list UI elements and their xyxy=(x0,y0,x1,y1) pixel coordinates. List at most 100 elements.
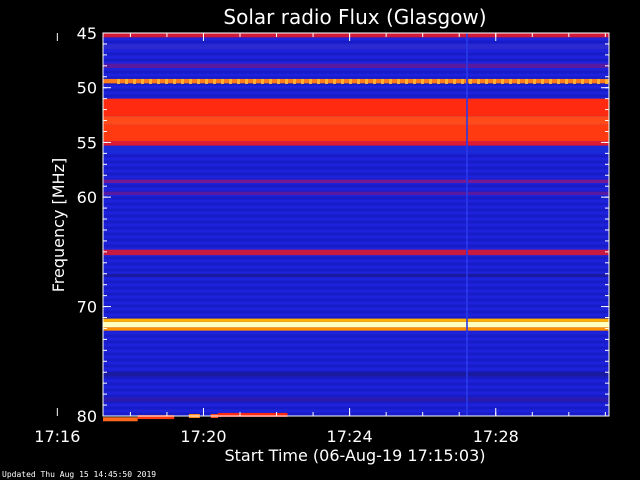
chart-title: Solar radio Flux (Glasgow) xyxy=(223,5,486,29)
y-tick-label: 55 xyxy=(77,133,97,152)
interference-dot xyxy=(165,78,168,84)
interference-dot xyxy=(541,78,544,84)
interference-dot xyxy=(141,78,144,84)
interference-dot xyxy=(533,78,536,84)
interference-dot xyxy=(565,78,568,84)
frequency-band xyxy=(103,141,609,146)
interference-dot xyxy=(573,78,576,84)
interference-dot xyxy=(237,78,240,84)
x-tick-label: 17:20 xyxy=(180,427,226,446)
interference-dot xyxy=(173,78,176,84)
interference-dot xyxy=(349,78,352,84)
interference-dot xyxy=(341,78,344,84)
y-tick-label: 45 xyxy=(77,24,97,43)
updated-timestamp: Updated Thu Aug 15 14:45:50 2019 xyxy=(2,470,156,479)
interference-dot xyxy=(405,78,408,84)
spectrogram-background xyxy=(103,33,609,416)
x-tick-label: 17:28 xyxy=(473,427,519,446)
interference-dot xyxy=(421,78,424,84)
frequency-band xyxy=(103,33,609,38)
interference-dot xyxy=(501,78,504,84)
frequency-band xyxy=(103,249,609,256)
x-tick-label: 17:16 xyxy=(34,427,80,446)
y-axis-label: Frequency [MHz] xyxy=(49,158,68,292)
frequency-band xyxy=(103,273,609,278)
interference-dot xyxy=(229,78,232,84)
interference-dot xyxy=(485,78,488,84)
y-tick-label: 60 xyxy=(77,188,97,207)
interference-dot xyxy=(549,78,552,84)
interference-dot xyxy=(181,78,184,84)
y-tick-label: 70 xyxy=(77,298,97,317)
interference-dot xyxy=(205,78,208,84)
interference-dot xyxy=(437,78,440,84)
interference-dot xyxy=(389,78,392,84)
interference-dot xyxy=(461,78,464,84)
plot-area xyxy=(103,32,609,422)
interference-dot xyxy=(149,78,152,84)
frequency-band xyxy=(103,372,609,377)
y-tick-label: 80 xyxy=(77,407,97,426)
interference-dot xyxy=(133,78,136,84)
interference-dot xyxy=(117,78,120,84)
interference-dot xyxy=(453,78,456,84)
frequency-band xyxy=(103,145,609,154)
interference-dot xyxy=(589,78,592,84)
y-tick-label: 50 xyxy=(77,79,97,98)
frequency-band xyxy=(103,397,609,402)
interference-dot xyxy=(557,78,560,84)
interference-dot xyxy=(605,78,608,84)
interference-dot xyxy=(333,78,336,84)
x-tick-label: 17:24 xyxy=(327,427,373,446)
frequency-band xyxy=(103,98,609,117)
frequency-band xyxy=(103,191,609,195)
plot-frame xyxy=(102,32,610,417)
interference-dot xyxy=(325,78,328,84)
frequency-band xyxy=(103,179,609,183)
x-axis-label: Start Time (06-Aug-19 17:15:03) xyxy=(225,446,486,465)
interference-dot xyxy=(381,78,384,84)
interference-dot xyxy=(365,78,368,84)
interference-dot xyxy=(213,78,216,84)
interference-dot xyxy=(469,78,472,84)
interference-dot xyxy=(269,78,272,84)
interference-dot xyxy=(445,78,448,84)
frequency-band xyxy=(103,63,609,69)
interference-dot xyxy=(293,78,296,84)
interference-dot xyxy=(517,78,520,84)
interference-dot xyxy=(301,78,304,84)
interference-dot xyxy=(261,78,264,84)
interference-dot xyxy=(477,78,480,84)
interference-dot xyxy=(253,78,256,84)
interference-dot xyxy=(197,78,200,84)
frequency-band xyxy=(103,116,609,125)
interference-dot xyxy=(157,78,160,84)
frequency-band xyxy=(103,318,609,322)
frequency-band xyxy=(103,78,609,84)
interference-dot xyxy=(597,78,600,84)
interference-dot xyxy=(309,78,312,84)
interference-dot xyxy=(413,78,416,84)
burst-segment xyxy=(218,412,288,417)
interference-dot xyxy=(397,78,400,84)
frequency-band xyxy=(103,327,609,331)
interference-dot xyxy=(581,78,584,84)
vertical-streak xyxy=(466,33,468,416)
interference-dot xyxy=(357,78,360,84)
interference-dot xyxy=(285,78,288,84)
interference-dot xyxy=(189,78,192,84)
interference-dot xyxy=(373,78,376,84)
frequency-band xyxy=(103,321,609,328)
interference-dot xyxy=(493,78,496,84)
frequency-band xyxy=(103,124,609,142)
interference-dot xyxy=(245,78,248,84)
interference-dot xyxy=(525,78,528,84)
interference-dot xyxy=(221,78,224,84)
interference-dot xyxy=(509,78,512,84)
burst-segment xyxy=(137,415,175,420)
interference-dot xyxy=(277,78,280,84)
interference-dot xyxy=(429,78,432,84)
frequency-band xyxy=(103,43,609,50)
